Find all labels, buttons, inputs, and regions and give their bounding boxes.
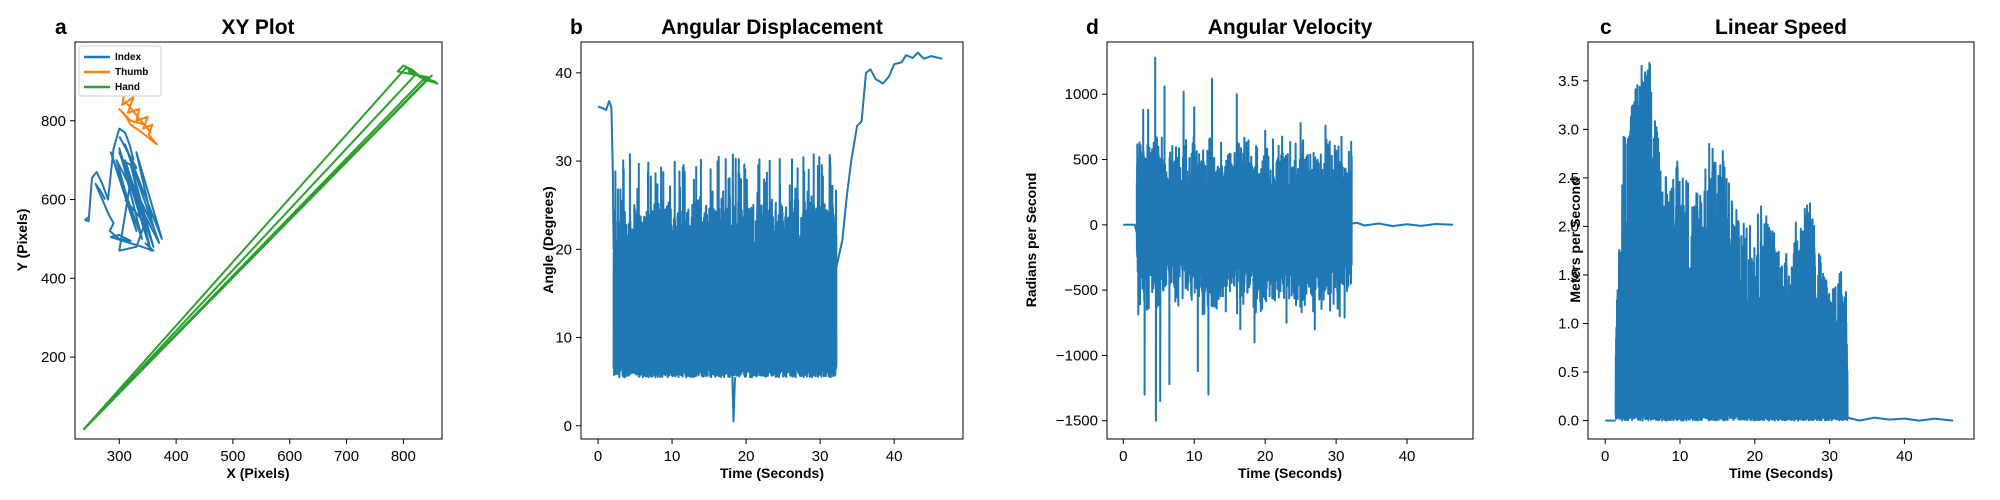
plot-area-angular-displacement: [597, 51, 943, 423]
y-ticks-angular-displacement: 0 10 20 30 40: [555, 65, 581, 435]
x-tick-label: 600: [277, 448, 302, 465]
y-tick-label: 0: [564, 418, 572, 435]
series-line-series-0: [731, 363, 736, 423]
panel-letter-b: b: [570, 16, 583, 39]
x-tick-label: 20: [1746, 448, 1763, 465]
panel-letter-c: c: [1600, 16, 1612, 39]
plot-area-linear-speed: [1605, 61, 1954, 422]
series-line-series-0: [1351, 221, 1454, 228]
x-tick-label: 10: [1186, 448, 1203, 465]
y-tick-label: 1.5: [1558, 267, 1579, 284]
series-line-index: [109, 136, 163, 252]
chart-title-angular-displacement: Angular Displacement: [661, 16, 883, 39]
y-tick-label: 0.5: [1558, 364, 1579, 381]
series-line-index: [84, 127, 135, 223]
y-ticks-xy: 200 400 600 800: [41, 113, 75, 366]
y-tick-label: 0: [1090, 217, 1098, 234]
legend-label-thumb: Thumb: [115, 67, 148, 78]
x-tick-label: 500: [220, 448, 245, 465]
panel-linear-speed: c Linear Speed 0 10 20 30 40 0.0 0.5 1.0 1.5 2.0…: [1558, 16, 1975, 481]
chart-title-xy: XY Plot: [221, 16, 294, 39]
y-tick-label: 30: [555, 153, 572, 170]
chart-title-linear-speed: Linear Speed: [1715, 16, 1847, 39]
series-line-series-0: [597, 100, 615, 250]
y-tick-label: 2.0: [1558, 218, 1579, 235]
panel-angular-displacement: b Angular Displacement 0 10 20 30 40 0 10 20 30…: [540, 16, 964, 481]
panel-xy-plot: a XY Plot 300 400 500 600 700 800 200 400 600 80…: [14, 16, 443, 481]
legend-box: [78, 45, 162, 97]
y-tick-label: 20: [555, 241, 572, 258]
x-ticks-xy: 300 400 500 600 700 800: [107, 439, 416, 465]
y-tick-label: 10: [555, 330, 572, 347]
x-tick-label: 30: [1328, 448, 1345, 465]
x-tick-label: 30: [1821, 448, 1838, 465]
y-axis-label-linear-speed: Meters per Second: [1567, 177, 1583, 302]
x-axis-label-angular-velocity: Time (Seconds): [1238, 465, 1342, 481]
plot-area-angular-velocity: [1123, 56, 1454, 422]
x-tick-label: 400: [164, 448, 189, 465]
y-tick-label: 800: [41, 113, 66, 130]
panel-angular-velocity: d Angular Velocity 0 10 20 30 40 −1500−1000−…: [1023, 16, 1474, 481]
x-axis-label-angular-displacement: Time (Seconds): [720, 465, 824, 481]
x-tick-label: 40: [1399, 448, 1416, 465]
y-tick-label: −1000: [1056, 347, 1098, 364]
x-tick-label: 10: [664, 448, 681, 465]
series-line-hand: [82, 64, 439, 431]
y-tick-label: −1500: [1056, 413, 1098, 430]
x-ticks-linear-speed: 0 10 20 30 40: [1601, 439, 1913, 465]
y-tick-label: 40: [555, 65, 572, 82]
x-tick-label: 0: [1119, 448, 1127, 465]
y-axis-label-angular-velocity: Radians per Second: [1023, 173, 1039, 308]
x-tick-label: 40: [886, 448, 903, 465]
legend-xy: Index Thumb Hand: [78, 45, 162, 97]
x-tick-label: 20: [1257, 448, 1274, 465]
x-ticks-angular-velocity: 0 10 20 30 40: [1119, 439, 1415, 465]
y-ticks-angular-velocity: −1500 −1000 −500 0 500 1000: [1056, 86, 1107, 430]
x-axis-label-linear-speed: Time (Seconds): [1729, 465, 1833, 481]
y-tick-label: 0.0: [1558, 413, 1579, 430]
series-line-index: [94, 182, 155, 252]
x-ticks-angular-displacement: 0 10 20 30 40: [594, 439, 903, 465]
y-tick-label: 600: [41, 192, 66, 209]
y-axis-label-xy: Y (Pixels): [14, 209, 30, 272]
legend-label-hand: Hand: [115, 82, 140, 93]
y-tick-label: 3.5: [1558, 73, 1579, 90]
axes-frame-angular-velocity: [1106, 41, 1474, 440]
x-tick-label: 30: [812, 448, 829, 465]
y-tick-label: 2.5: [1558, 170, 1579, 187]
x-tick-label: 800: [391, 448, 416, 465]
plot-area-xy: [82, 47, 439, 431]
series-line-series-0: [612, 153, 838, 379]
axes-frame-xy: [74, 41, 443, 440]
series-line-series-0: [1614, 61, 1849, 422]
y-tick-label: −500: [1064, 282, 1098, 299]
x-tick-label: 0: [1601, 448, 1609, 465]
x-axis-label-xy: X (Pixels): [226, 465, 289, 481]
x-tick-label: 20: [738, 448, 755, 465]
series-line-series-0: [1847, 416, 1954, 422]
axes-frame-linear-speed: [1587, 41, 1975, 440]
y-tick-label: 3.0: [1558, 121, 1579, 138]
x-tick-label: 300: [107, 448, 132, 465]
x-tick-label: 10: [1672, 448, 1689, 465]
series-line-series-0: [835, 51, 943, 268]
y-tick-label: 1.0: [1558, 315, 1579, 332]
legend-label-index: Index: [115, 52, 142, 63]
y-ticks-linear-speed: 0.0 0.5 1.0 1.5 2.0 2.5 3.0 3.5: [1558, 73, 1588, 430]
x-tick-label: 0: [594, 448, 602, 465]
panel-letter-a: a: [55, 16, 67, 39]
y-tick-label: 500: [1073, 152, 1098, 169]
series-line-series-0: [1123, 223, 1138, 233]
chart-title-angular-velocity: Angular Velocity: [1208, 16, 1373, 39]
y-tick-label: 1000: [1065, 86, 1098, 103]
y-tick-label: 200: [41, 349, 66, 366]
axes-frame-angular-displacement: [580, 41, 964, 440]
panel-letter-d: d: [1086, 16, 1099, 39]
series-line-series-0: [1135, 56, 1353, 422]
x-tick-label: 40: [1896, 448, 1913, 465]
y-axis-label-angular-displacement: Angle (Degrees): [540, 186, 556, 293]
x-tick-label: 700: [334, 448, 359, 465]
y-tick-label: 400: [41, 270, 66, 287]
